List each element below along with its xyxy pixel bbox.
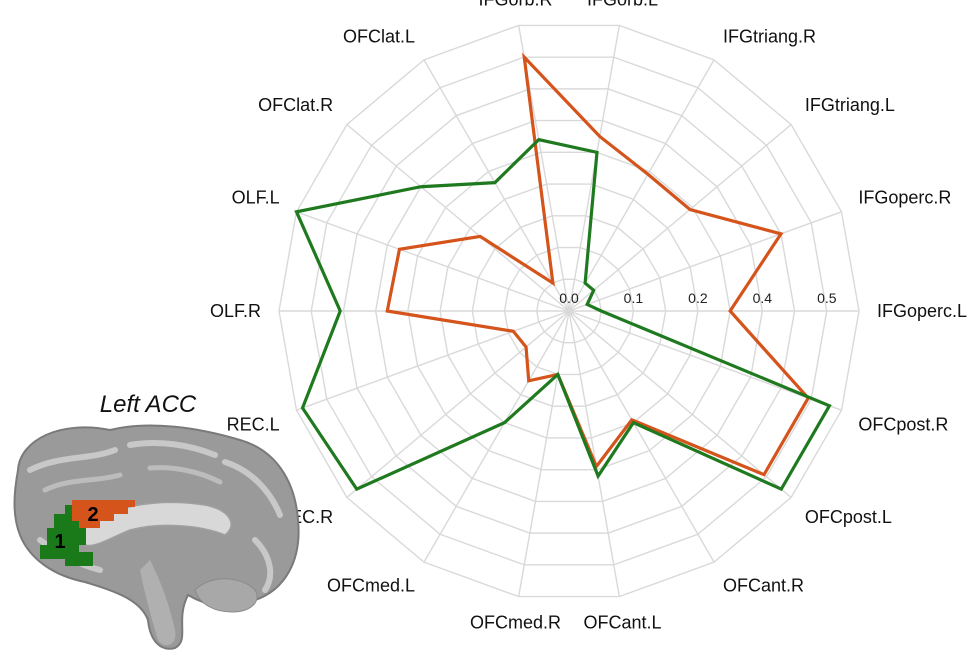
axis-label-ofcpost-r: OFCpost.R: [858, 414, 948, 434]
grid-spoke: [568, 310, 792, 498]
axis-label-ifgoperc-r: IFGoperc.R: [858, 188, 951, 208]
tick-label: 0.1: [624, 290, 644, 306]
axis-label-ofcpost-l: OFCpost.L: [805, 507, 892, 527]
axis-labels: IFGoperc.L IFGoperc.R IFGtriang.L IFGtriang…: [210, 0, 967, 632]
grid-spoke: [568, 124, 792, 312]
grid-spoke: [517, 310, 570, 597]
grid-spoke: [423, 59, 570, 312]
axis-label-ifgoperc-l: IFGoperc.L: [877, 301, 967, 321]
axis-label-ifgtriang-r: IFGtriang.R: [723, 26, 816, 46]
axis-label-ofcant-r: OFCant.R: [723, 576, 804, 596]
series-line-1: [385, 52, 811, 477]
axis-label-ifgtriang-l: IFGtriang.L: [805, 95, 895, 115]
axis-label-ofcant-l: OFCant.L: [583, 612, 661, 632]
radar-series-layer: [294, 52, 832, 492]
axis-label-olf-l: OLF.L: [232, 188, 280, 208]
axis-label-ofcmed-l: OFCmed.L: [327, 576, 415, 596]
brain-inset: Left ACC 1 2: [13, 391, 300, 650]
region-label-2: 2: [87, 504, 98, 526]
region-2-patch: [72, 500, 135, 528]
grid-spoke: [423, 310, 570, 563]
tick-label: 0.0: [559, 290, 579, 306]
series-line-2: [294, 137, 832, 492]
axis-label-ifgorb-r: IFGorb.R: [478, 0, 552, 10]
grid-spoke: [568, 211, 842, 312]
axis-label-ofclat-l: OFClat.L: [343, 26, 415, 46]
region-1-patch: [40, 505, 93, 566]
grid-spoke: [296, 211, 570, 312]
brain-illustration: 1 2: [13, 424, 300, 650]
region-label-1: 1: [54, 531, 65, 553]
grid-spoke: [568, 310, 715, 563]
grid-spoke: [296, 310, 570, 411]
grid-spoke: [568, 310, 621, 597]
axis-label-ofclat-r: OFClat.R: [258, 95, 333, 115]
axis-label-rec-l: REC.L: [227, 414, 280, 434]
axis-label-ifgorb-l: IFGorb.L: [587, 0, 658, 10]
tick-labels: 0.0 0.1 0.2 0.4 0.5: [559, 290, 836, 306]
radar-spokes: [279, 25, 859, 597]
axis-label-ofcmed-r: OFCmed.R: [470, 612, 561, 632]
grid-spoke: [568, 59, 715, 312]
axis-label-olf-r: OLF.R: [210, 301, 261, 321]
tick-label: 0.4: [753, 290, 773, 306]
grid-spoke: [346, 310, 570, 498]
grid-spoke: [346, 124, 570, 312]
tick-label: 0.5: [817, 290, 837, 306]
inset-title: Left ACC: [100, 391, 197, 418]
tick-label: 0.2: [688, 290, 708, 306]
